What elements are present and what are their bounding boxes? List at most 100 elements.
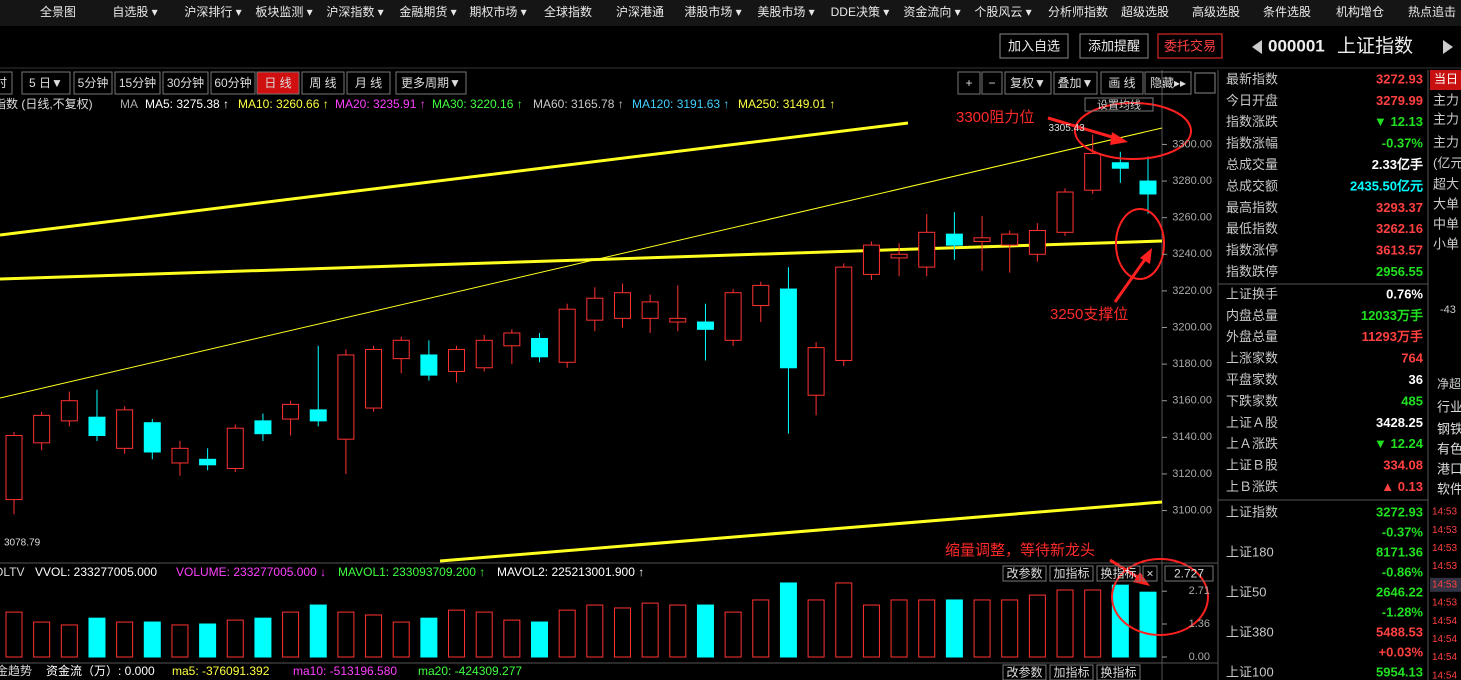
tool-button-box[interactable] <box>1053 71 1098 95</box>
header-button-box[interactable] <box>1157 33 1223 59</box>
tool-button[interactable]: 画 线 <box>1108 76 1135 90</box>
menu-item[interactable]: 全球指数 <box>544 4 592 19</box>
volume-bar <box>337 611 355 658</box>
candle-body <box>752 284 770 307</box>
quote-label: 内盘总量 <box>1226 308 1278 323</box>
period-button[interactable]: 5分钟 <box>78 75 109 90</box>
period-button-box[interactable] <box>395 71 467 95</box>
period-button[interactable]: 周 线 <box>309 76 336 90</box>
period-button-box[interactable] <box>73 71 113 95</box>
flow-button-box[interactable] <box>1096 664 1141 680</box>
menu-item[interactable]: 高级选股 <box>1192 4 1240 19</box>
volume-button-box[interactable] <box>1096 565 1141 582</box>
volume-button-box[interactable] <box>1142 565 1158 582</box>
next-arrow[interactable] <box>1443 40 1453 54</box>
menu-item[interactable]: 资金流向 ▾ <box>903 4 960 19</box>
prev-arrow[interactable] <box>1252 40 1262 54</box>
volume-button-box[interactable] <box>1049 565 1094 582</box>
tool-button[interactable]: − <box>988 76 995 90</box>
header-button[interactable]: 添加提醒 <box>1088 38 1140 53</box>
candle-body <box>448 348 466 372</box>
period-button-box[interactable] <box>114 71 161 95</box>
annotation-arrow <box>1047 116 1123 142</box>
period-button-box[interactable] <box>346 71 391 95</box>
index-value: 2646.22 <box>1376 584 1423 599</box>
flow-button-box[interactable] <box>1002 664 1047 680</box>
period-button-box[interactable] <box>301 71 345 95</box>
menu-item[interactable]: 沪深指数 ▾ <box>326 4 383 19</box>
tool-button-box[interactable] <box>1004 71 1052 95</box>
tool-button[interactable]: 叠加▼ <box>1058 76 1094 90</box>
volume-button[interactable]: 加指标 <box>1053 566 1089 581</box>
index-label: 上证380 <box>1226 624 1274 639</box>
menu-item[interactable]: 金融期货 ▾ <box>399 4 456 19</box>
menu-item[interactable]: 条件选股 <box>1263 5 1311 19</box>
annotation-circle <box>1074 102 1192 160</box>
period-button[interactable]: 5 日▼ <box>29 76 63 90</box>
menu-item[interactable]: 全景图 <box>40 4 76 19</box>
side-tab[interactable]: 当日 <box>1434 72 1458 86</box>
menu-item[interactable]: 港股市场 ▾ <box>684 4 741 19</box>
menu-item[interactable]: 板块监测 ▾ <box>255 5 312 19</box>
period-button-box[interactable] <box>21 71 71 95</box>
annotation: 3300阻力位 <box>956 109 1034 126</box>
volume-button[interactable]: × <box>1146 567 1153 581</box>
menu-item[interactable]: 美股市场 ▾ <box>757 4 814 19</box>
tool-button-box[interactable] <box>1144 71 1192 95</box>
period-button[interactable]: 60分钟 <box>214 75 251 90</box>
period-button[interactable]: 15分钟 <box>119 75 156 90</box>
menu-item[interactable]: 分析师指数 <box>1048 4 1108 19</box>
candle-body <box>337 354 355 440</box>
header-button[interactable]: 委托交易 <box>1164 38 1216 53</box>
flow-button[interactable]: 加指标 <box>1053 665 1089 680</box>
period-button-box[interactable] <box>0 71 13 95</box>
header-button-box[interactable] <box>1079 33 1149 59</box>
tool-button-box[interactable] <box>981 71 1003 95</box>
candle-body <box>1028 229 1046 255</box>
header-button-box[interactable] <box>999 33 1069 59</box>
expand-button[interactable] <box>1194 72 1216 94</box>
menu-item[interactable]: 个股风云 ▾ <box>974 5 1031 19</box>
quote-value: 11293万手 <box>1362 329 1423 344</box>
tool-button-box[interactable] <box>1100 71 1144 95</box>
index-label: 上证100 <box>1226 664 1274 679</box>
volume-bar <box>531 621 549 658</box>
tool-button[interactable]: 隐藏▸▸ <box>1150 76 1186 90</box>
menu-item[interactable]: 沪深港通 <box>616 5 664 19</box>
menu-item[interactable]: 自选股 ▾ <box>112 5 157 19</box>
period-button-box[interactable] <box>210 71 256 95</box>
quote-label: 指数跌停 <box>1226 264 1278 279</box>
period-button[interactable]: 30分钟 <box>167 75 204 90</box>
period-button-box[interactable] <box>256 71 300 95</box>
quote-label: 上Ａ涨跌 <box>1226 436 1278 451</box>
volume-button-box[interactable] <box>1002 565 1047 582</box>
flow-button-box[interactable] <box>1049 664 1094 680</box>
current-volume[interactable]: 2.727 <box>1174 567 1204 581</box>
period-button[interactable]: 更多周期▼ <box>401 76 461 90</box>
period-button[interactable]: 月 线 <box>355 76 382 90</box>
volume-button[interactable]: 换指标 <box>1100 566 1136 581</box>
volume-label: MAVOL2: 225213001.900 ↑ <box>497 565 644 579</box>
menu-item[interactable]: 热点追击 <box>1408 4 1456 19</box>
tool-button[interactable]: + <box>965 76 972 90</box>
menu-item[interactable]: DDE决策 ▾ <box>831 5 890 19</box>
tool-button[interactable]: 复权▼ <box>1010 76 1046 90</box>
period-button[interactable]: 时 <box>0 76 7 90</box>
header-button[interactable]: 加入自选 <box>1008 38 1060 53</box>
tool-button-box[interactable] <box>957 71 981 95</box>
quote-value: 2956.55 <box>1376 264 1423 279</box>
menu-item[interactable]: 沪深排行 ▾ <box>184 5 241 19</box>
quote-value: 3428.25 <box>1376 415 1423 430</box>
volume-button[interactable]: 改参数 <box>1006 566 1042 581</box>
menu-item[interactable]: 机构增仓 <box>1336 4 1384 19</box>
settings-button[interactable]: 设置均线 <box>1097 97 1141 111</box>
menu-item[interactable]: 超级选股 <box>1121 4 1169 19</box>
current-volume-box[interactable] <box>1164 565 1214 582</box>
menu-item[interactable]: 期权市场 ▾ <box>469 4 526 19</box>
period-button[interactable]: 日 线 <box>264 76 291 90</box>
flow-button[interactable]: 改参数 <box>1006 665 1042 680</box>
period-button-box[interactable] <box>162 71 209 95</box>
flow-label: ma10: -513196.580 <box>293 664 397 678</box>
settings-button-box[interactable] <box>1084 97 1154 112</box>
flow-button[interactable]: 换指标 <box>1100 665 1136 680</box>
